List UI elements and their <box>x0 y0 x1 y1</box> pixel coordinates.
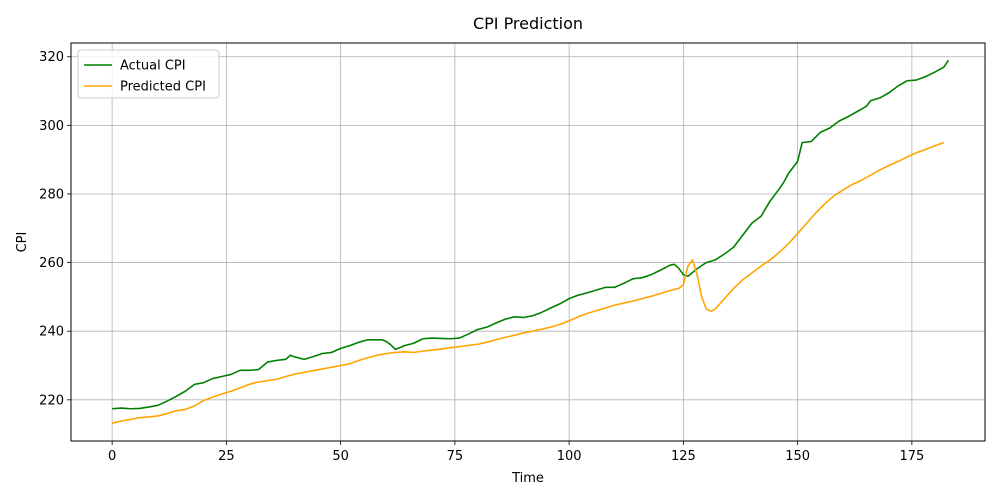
plot-area-frame <box>70 42 986 442</box>
x-axis-ticks: 0 25 50 75 100 125 150 175 <box>108 441 924 464</box>
x-tick-label: 125 <box>671 449 696 464</box>
series-lines <box>111 59 950 424</box>
y-tick-label: 280 <box>39 187 64 202</box>
series-line-predicted-cpi <box>111 141 945 424</box>
y-axis-label: CPI <box>15 232 30 253</box>
x-tick-label: 0 <box>108 449 116 464</box>
x-tick-label: 50 <box>332 449 349 464</box>
x-tick-label: 75 <box>447 449 464 464</box>
x-tick-label: 150 <box>785 449 810 464</box>
y-tick-label: 220 <box>39 393 64 408</box>
grid-lines <box>71 43 985 441</box>
legend-label-actual-cpi: Actual CPI <box>120 59 186 74</box>
series-line-actual-cpi <box>112 59 950 410</box>
y-tick-label: 300 <box>39 119 64 134</box>
y-tick-label: 240 <box>39 325 64 340</box>
x-tick-label: 175 <box>899 449 924 464</box>
y-axis-ticks: 220 240 260 280 300 320 <box>39 50 71 408</box>
chart-title: CPI Prediction <box>473 14 583 33</box>
legend-label-predicted-cpi: Predicted CPI <box>120 80 206 95</box>
y-tick-label: 260 <box>39 256 64 271</box>
x-axis-label: Time <box>511 471 544 486</box>
legend-box <box>77 49 220 99</box>
legend: Actual CPI Predicted CPI <box>77 49 220 99</box>
y-tick-label: 320 <box>39 50 64 65</box>
x-tick-label: 25 <box>218 449 235 464</box>
x-tick-label: 100 <box>557 449 582 464</box>
